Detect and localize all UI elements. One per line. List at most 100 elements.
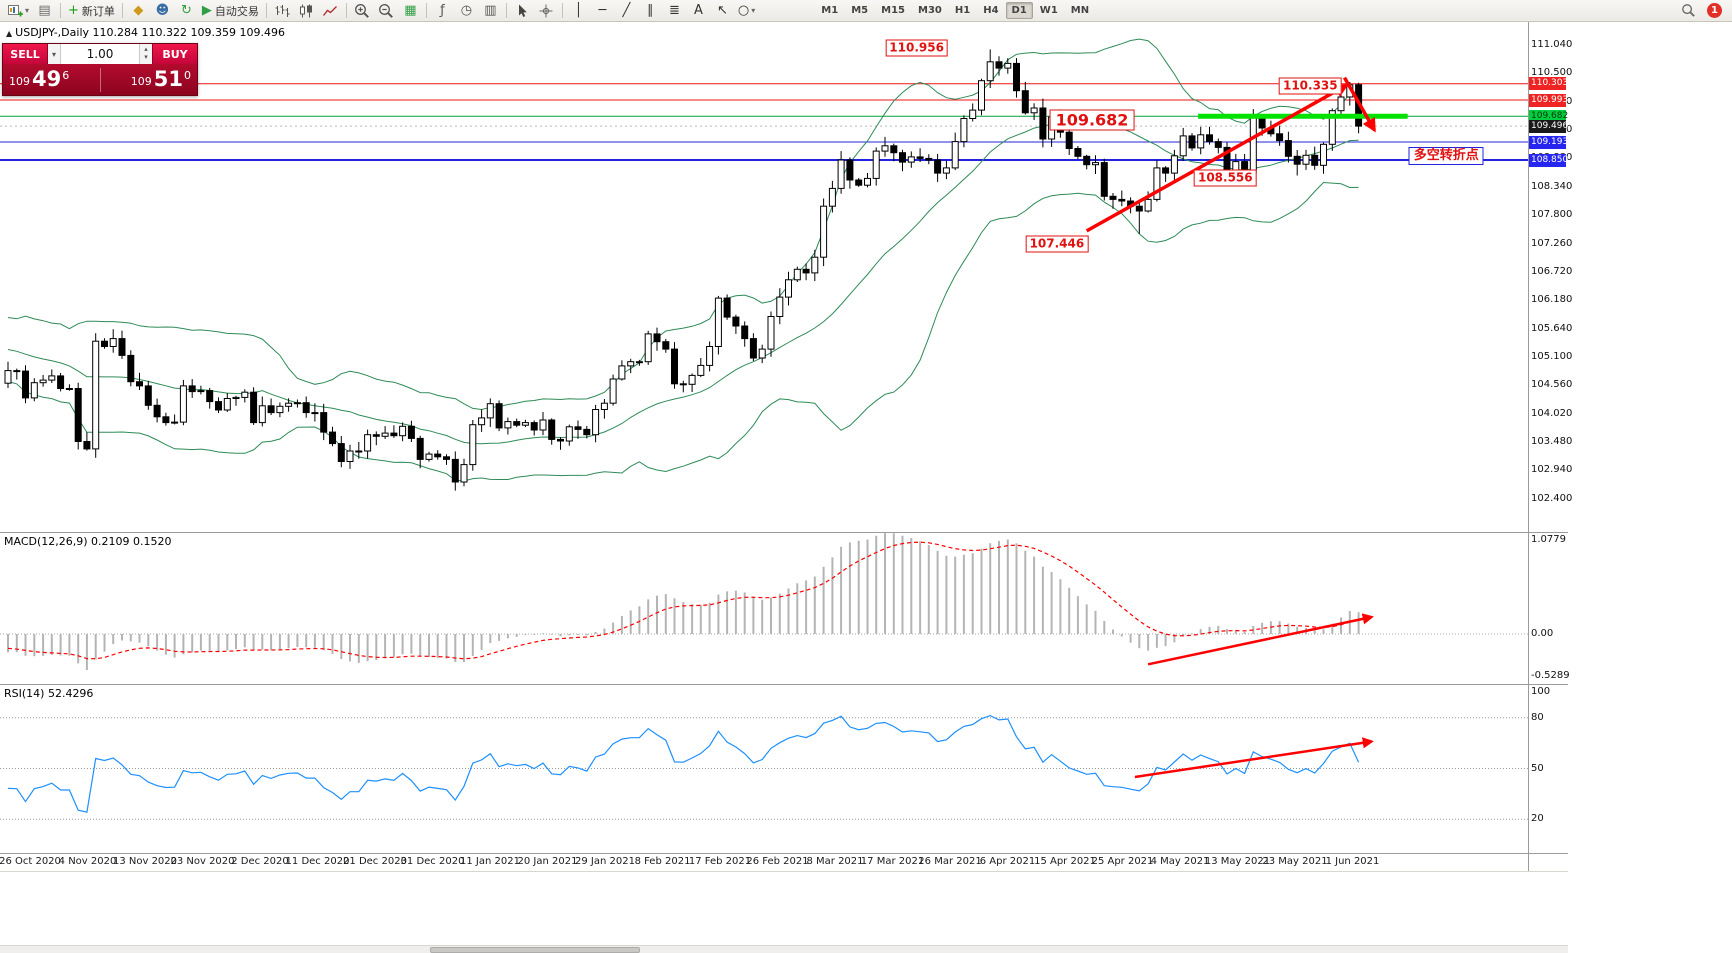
macd-panel[interactable] [0, 532, 1528, 684]
time-axis-label: 8 Mar 2021 [806, 856, 864, 867]
sell-price-big: 49 [32, 66, 62, 91]
text-label-icon[interactable]: A [693, 3, 703, 18]
sell-button[interactable]: SELL [3, 44, 48, 64]
horizontal-scrollbar[interactable] [0, 945, 1568, 953]
time-axis-label: 23 Nov 2020 [170, 856, 235, 867]
vertical-line-icon[interactable]: │ [574, 3, 583, 18]
symbol-header: ▲ USDJPY-,Daily 110.284 110.322 109.359 1… [6, 26, 285, 39]
time-axis-label: 31 Dec 2020 [400, 856, 465, 867]
price-scale-label: 107.260 [1531, 237, 1573, 249]
turning-point-annotation[interactable]: 多空转折点 [1408, 147, 1484, 166]
price-scale-label: 105.100 [1531, 351, 1573, 362]
time-axis-label: 25 Apr 2021 [1091, 856, 1154, 867]
equidistant-channel-icon[interactable]: ∥ [647, 3, 654, 18]
autotrading-button[interactable]: ▶ 自动交易 [201, 3, 259, 18]
bar-chart-icon[interactable] [271, 1, 294, 21]
timeframe-h4-button[interactable]: H4 [983, 5, 999, 16]
profiles-icon[interactable]: ▤ [38, 3, 51, 18]
timeframe-m1-button[interactable]: M1 [821, 5, 839, 16]
fibonacci-icon[interactable]: ≣ [668, 3, 680, 18]
price-tag: 109.682 [1529, 109, 1569, 123]
price-callout[interactable]: 107.446 [1025, 235, 1089, 253]
time-axis-label: 2 Dec 2020 [231, 856, 289, 867]
timeframe-m5-button[interactable]: M5 [851, 5, 869, 16]
price-scale-label: 105.640 [1531, 322, 1573, 334]
toolbar-separator [425, 3, 427, 18]
time-axis-label: 17 Mar 2021 [860, 856, 925, 867]
toolbar-left-group: ▾ ▤ + 新订单 ◆ ☻ ↻ ▶ 自动交易 ▦ ƒ ◷ ▥ │ ─ ╱ ∥ ≣ A ↖ ○ ▾ [4, 1, 758, 21]
price-scale-label: 103.480 [1531, 436, 1573, 448]
volume-spinner[interactable]: ▴ ▾ [139, 44, 152, 64]
price-scale-label: 107.800 [1531, 209, 1573, 221]
templates-icon[interactable]: ▥ [484, 3, 497, 18]
price-divider [99, 67, 101, 92]
timeframe-m30-button[interactable]: M30 [918, 5, 942, 16]
arrow-object-icon[interactable]: ↖ [716, 3, 728, 18]
tile-windows-icon[interactable]: ▦ [404, 3, 417, 18]
history-center-icon[interactable]: ◆ [133, 3, 144, 18]
volume-input[interactable] [61, 44, 139, 64]
search-icon[interactable] [1677, 1, 1700, 21]
zoom-out-icon[interactable] [375, 1, 398, 21]
time-axis-label: 26 Mar 2021 [918, 856, 982, 867]
buy-price-big: 51 [153, 66, 183, 91]
price-callout[interactable]: 108.556 [1193, 169, 1257, 187]
price-scale-label: 110.500 [1531, 67, 1573, 79]
buy-price-prefix: 109 [130, 74, 152, 88]
crosshair-icon[interactable] [535, 1, 558, 21]
time-axis-label: 29 Jan 2021 [575, 856, 635, 867]
sell-price[interactable]: 109 49 6 [3, 66, 100, 91]
zoom-in-icon[interactable] [351, 1, 374, 21]
timeframe-d1-button[interactable]: D1 [1005, 2, 1033, 19]
rsi-panel[interactable] [0, 684, 1528, 853]
price-callout[interactable]: 110.335 [1278, 77, 1342, 95]
volume-field [61, 44, 139, 64]
line-chart-icon[interactable] [319, 1, 342, 21]
price-callout[interactable]: 109.682 [1049, 109, 1135, 131]
candlestick-chart-icon[interactable] [295, 1, 318, 21]
main-chart[interactable] [0, 22, 1528, 532]
trade-panel-top-row: SELL ▾ ▴▾ BUY [3, 44, 197, 64]
shapes-icon[interactable]: ○ ▾ [737, 3, 756, 18]
scrollbar-thumb[interactable] [430, 947, 640, 953]
refresh-icon[interactable]: ↻ [180, 3, 192, 18]
time-axis-label: 13 Nov 2020 [112, 856, 178, 867]
horizontal-line-icon[interactable]: ─ [598, 3, 607, 18]
window-bottom-border [0, 871, 1568, 872]
sell-price-prefix: 109 [9, 74, 30, 88]
market-watch-icon[interactable]: ☻ [155, 3, 170, 18]
toolbar-separator [345, 3, 347, 18]
volume-dropdown-icon[interactable]: ▾ [48, 44, 61, 64]
timeframe-mn-button[interactable]: MN [1070, 5, 1090, 16]
price-tag: 108.850 [1529, 153, 1569, 167]
time-axis-label: 13 May 2021 [1204, 856, 1271, 867]
scale-separator [1528, 22, 1529, 871]
time-axis-label: 26 Oct 2020 [0, 856, 61, 867]
time-axis-label: 21 Dec 2020 [343, 856, 407, 867]
macd-indicator-label: MACD(12,26,9) 0.2109 0.1520 [4, 535, 172, 548]
buy-price[interactable]: 109 51 0 [101, 66, 198, 91]
price-scale-label: 111.040 [1531, 39, 1573, 50]
timeframe-h1-button[interactable]: H1 [954, 5, 971, 16]
cursor-icon[interactable] [511, 1, 534, 21]
toolbar-separator [505, 3, 507, 18]
time-axis-label: 4 Nov 2020 [58, 856, 117, 867]
time-axis-label: 17 Feb 2021 [688, 856, 752, 867]
trade-panel-price-row: 109 49 6 109 51 0 [3, 64, 197, 95]
timeframe-m15-button[interactable]: M15 [881, 5, 905, 16]
main-toolbar: ▾ ▤ + 新订单 ◆ ☻ ↻ ▶ 自动交易 ▦ ƒ ◷ ▥ │ ─ ╱ ∥ ≣ A ↖ ○ ▾ M1 M5 M15 M30 H1… [0, 0, 1732, 22]
time-axis-label: 26 Feb 2021 [746, 856, 809, 867]
timeframe-w1-button[interactable]: W1 [1039, 5, 1058, 16]
panel-separator [0, 853, 1568, 854]
buy-button[interactable]: BUY [152, 44, 197, 64]
price-tag: 109.496 [1529, 119, 1569, 133]
price-tag: 109.193 [1529, 135, 1569, 149]
indicators-list-icon[interactable]: ƒ [440, 3, 445, 18]
price-scale-label: 104.560 [1531, 379, 1573, 391]
trend-line-icon[interactable]: ╱ [622, 3, 631, 18]
periods-icon[interactable]: ◷ [460, 3, 473, 18]
price-callout[interactable]: 110.956 [885, 39, 948, 57]
new-order-button[interactable]: + 新订单 [68, 3, 115, 18]
notification-badge[interactable]: 1 [1707, 3, 1722, 18]
new-chart-icon[interactable]: ▾ [4, 1, 32, 21]
